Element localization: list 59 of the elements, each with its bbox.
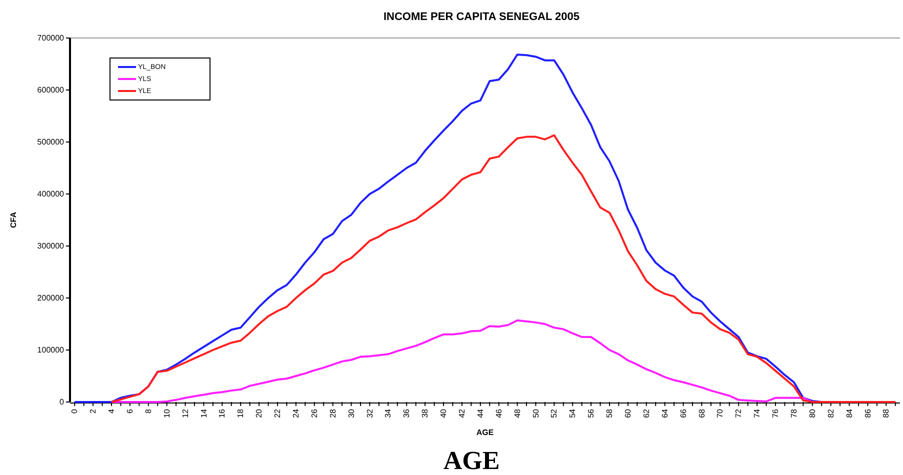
x-tick-label: 30 [346, 408, 356, 418]
x-tick-label: 60 [624, 408, 633, 418]
chart-title: INCOME PER CAPITA SENEGAL 2005 [383, 11, 580, 23]
x-tick-label: 48 [512, 408, 522, 418]
x-tick-label: 0 [70, 408, 80, 414]
x-tick-label: 8 [144, 408, 153, 414]
y-tick-label: 200000 [37, 294, 65, 303]
x-tick-label: 52 [550, 408, 559, 418]
x-tick-label: 36 [402, 408, 412, 418]
x-tick-label: 56 [586, 408, 596, 418]
x-tick-label: 12 [180, 408, 190, 418]
x-tick-label: 14 [199, 408, 208, 418]
x-tick-label: 38 [420, 408, 430, 418]
y-tick-label: 300000 [37, 242, 65, 251]
x-tick-label: 18 [236, 408, 246, 418]
line-series [110, 134, 896, 403]
x-tick-label: 40 [439, 408, 448, 418]
x-tick-label: 20 [254, 408, 264, 418]
y-tick-label: 400000 [37, 190, 65, 199]
x-tick-label: 78 [790, 408, 799, 418]
x-tick-label: 50 [531, 408, 540, 418]
x-tick-label: 72 [734, 408, 744, 418]
x-tick-label: 16 [218, 408, 227, 418]
text: AGE [443, 446, 500, 475]
x-tick-label: 58 [605, 408, 614, 418]
x-tick-label: 68 [697, 408, 706, 418]
x-tick-label: 84 [844, 408, 854, 418]
x-tick-label: 66 [678, 408, 688, 418]
x-tick-label: 2 [88, 408, 98, 414]
line-series [110, 319, 814, 403]
y-tick-label: 100000 [37, 346, 65, 355]
x-tick-label: 54 [568, 408, 578, 418]
x-tick-label: 74 [752, 408, 762, 418]
x-tick-label: 46 [494, 408, 504, 418]
y-tick-label: 500000 [37, 138, 65, 147]
x-tick-label: 26 [310, 408, 319, 418]
x-tick-label: 88 [882, 408, 891, 418]
x-tick-label: 42 [458, 408, 467, 418]
y-axis-title: CFA [9, 212, 18, 228]
x-tick-label: 80 [808, 408, 817, 418]
y-tick-label: 0 [60, 398, 65, 407]
y-tick-label: 700000 [37, 34, 65, 43]
x-tick-label: 4 [107, 408, 116, 414]
x-tick-label: 82 [826, 408, 836, 418]
x-tick-label: 86 [863, 408, 872, 418]
x-axis-title: AGE [476, 428, 494, 437]
x-tick-label: 70 [716, 408, 725, 418]
y-tick-label: 600000 [37, 86, 65, 95]
x-tick-label: 34 [384, 408, 393, 418]
x-tick-label: 24 [292, 408, 301, 418]
x-tick-label: 44 [476, 408, 485, 418]
x-tick-label: 22 [273, 408, 282, 418]
x-tick-label: 6 [126, 408, 135, 414]
x-tick-label: 28 [328, 408, 338, 418]
x-tick-label: 64 [660, 408, 670, 418]
x-tick-label: 76 [771, 408, 780, 418]
x-tick-label: 10 [162, 408, 172, 418]
x-tick-label: 32 [365, 408, 374, 418]
x-tick-label: 62 [642, 408, 651, 418]
